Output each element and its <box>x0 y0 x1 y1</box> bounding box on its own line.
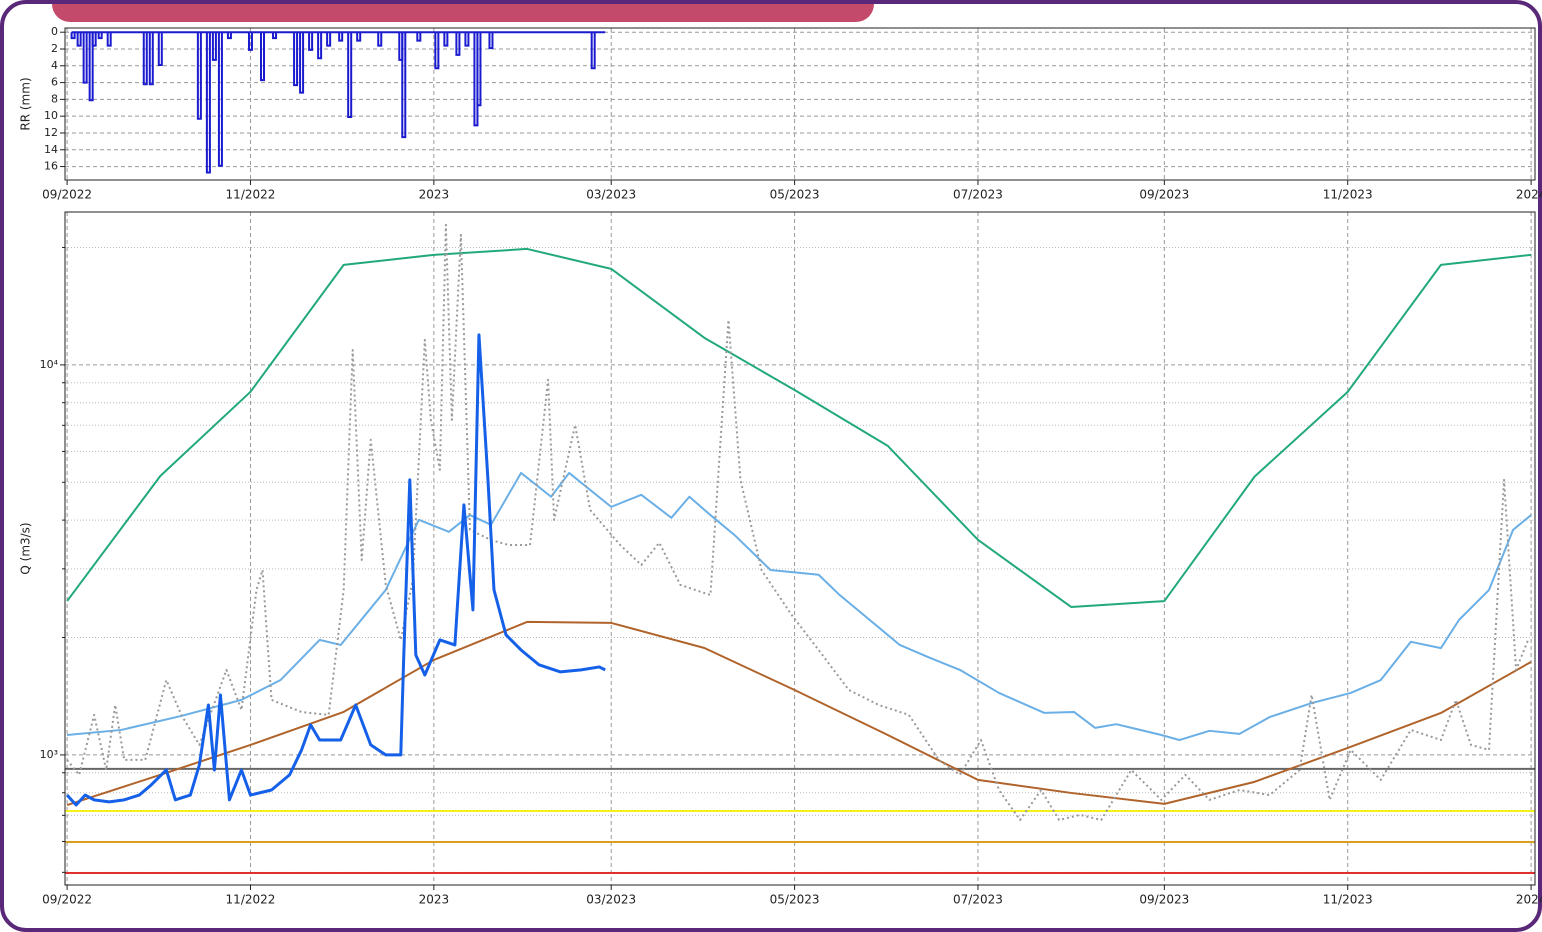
y-tick-label: 16 <box>44 160 58 173</box>
x-tick-label: 07/2023 <box>953 188 1003 202</box>
rain-bar <box>142 32 148 86</box>
series-line <box>65 333 606 807</box>
rain-bar <box>308 32 314 51</box>
rain-bar <box>272 32 278 40</box>
series-line <box>66 620 1532 806</box>
y-tick-label: 10³ <box>40 748 58 761</box>
rain-bar <box>157 32 163 66</box>
rain-bar <box>260 32 266 82</box>
rain-bar <box>326 32 332 47</box>
x-tick-label: 11/2023 <box>1323 188 1373 202</box>
x-tick-label: 09/2023 <box>1139 893 1189 907</box>
x-tick-label: 2023 <box>419 188 450 202</box>
rain-bar <box>401 32 407 139</box>
x-tick-label: 11/2022 <box>226 188 276 202</box>
rain-bar <box>434 32 440 70</box>
rain-bar <box>106 32 112 47</box>
rain-bar <box>416 32 422 42</box>
plot-frame <box>64 211 1536 886</box>
x-tick-label: 03/2023 <box>586 893 636 907</box>
rain-bar <box>377 32 383 47</box>
rain-bar <box>347 32 353 119</box>
rain-bar <box>464 32 470 47</box>
header-tab <box>52 4 874 22</box>
rain-bar <box>70 32 76 40</box>
y-tick-label: 2 <box>51 42 58 55</box>
y-tick-label: 4 <box>51 59 58 72</box>
rain-bar <box>217 32 223 167</box>
y-axis-label: RR (mm) <box>19 77 33 130</box>
plot-frame <box>64 27 1536 181</box>
rain-bar <box>88 32 94 102</box>
y-tick-label: 12 <box>44 126 58 139</box>
y-tick-label: 10⁴ <box>40 358 59 371</box>
x-tick-label: 03/2023 <box>586 188 636 202</box>
rain-bar <box>91 32 97 47</box>
x-tick-label: 2023 <box>419 893 450 907</box>
rain-bar <box>196 32 202 120</box>
y-tick-label: 6 <box>51 76 58 89</box>
rain-bar <box>226 32 232 40</box>
rain-bar <box>443 32 449 47</box>
x-tick-label: 05/2023 <box>770 188 820 202</box>
rain-bar <box>82 32 88 84</box>
series-line <box>66 223 1530 822</box>
x-tick-label: 11/2023 <box>1323 893 1373 907</box>
rain-bar <box>476 32 482 107</box>
x-tick-label: 09/2022 <box>42 188 92 202</box>
rain-bar <box>97 32 103 40</box>
series-line <box>66 247 1532 608</box>
x-tick-label: 2024 <box>1516 893 1542 907</box>
x-tick-label: 05/2023 <box>770 893 820 907</box>
y-tick-label: 0 <box>51 25 58 38</box>
rain-bar <box>247 32 253 51</box>
x-tick-label: 2024 <box>1516 188 1542 202</box>
y-tick-label: 14 <box>44 143 58 156</box>
rain-bar <box>299 32 305 94</box>
rain-bar <box>317 32 323 60</box>
x-tick-label: 11/2022 <box>226 893 276 907</box>
y-tick-label: 10 <box>44 109 58 122</box>
x-tick-label: 09/2023 <box>1139 188 1189 202</box>
rain-bar <box>338 32 344 42</box>
rain-bar <box>488 32 494 50</box>
x-tick-label: 09/2022 <box>42 893 92 907</box>
rain-bar <box>211 32 217 61</box>
y-tick-label: 8 <box>51 92 58 105</box>
rain-bar <box>148 32 154 86</box>
y-axis-label: Q (m3/s) <box>19 522 33 574</box>
rain-bar <box>455 32 461 56</box>
rain-bar <box>205 32 211 174</box>
series-line <box>67 471 1532 742</box>
rain-bar <box>590 32 596 70</box>
x-tick-label: 07/2023 <box>953 893 1003 907</box>
rain-bar <box>293 32 299 87</box>
rain-bar <box>76 32 82 47</box>
rain-bar <box>356 32 362 42</box>
